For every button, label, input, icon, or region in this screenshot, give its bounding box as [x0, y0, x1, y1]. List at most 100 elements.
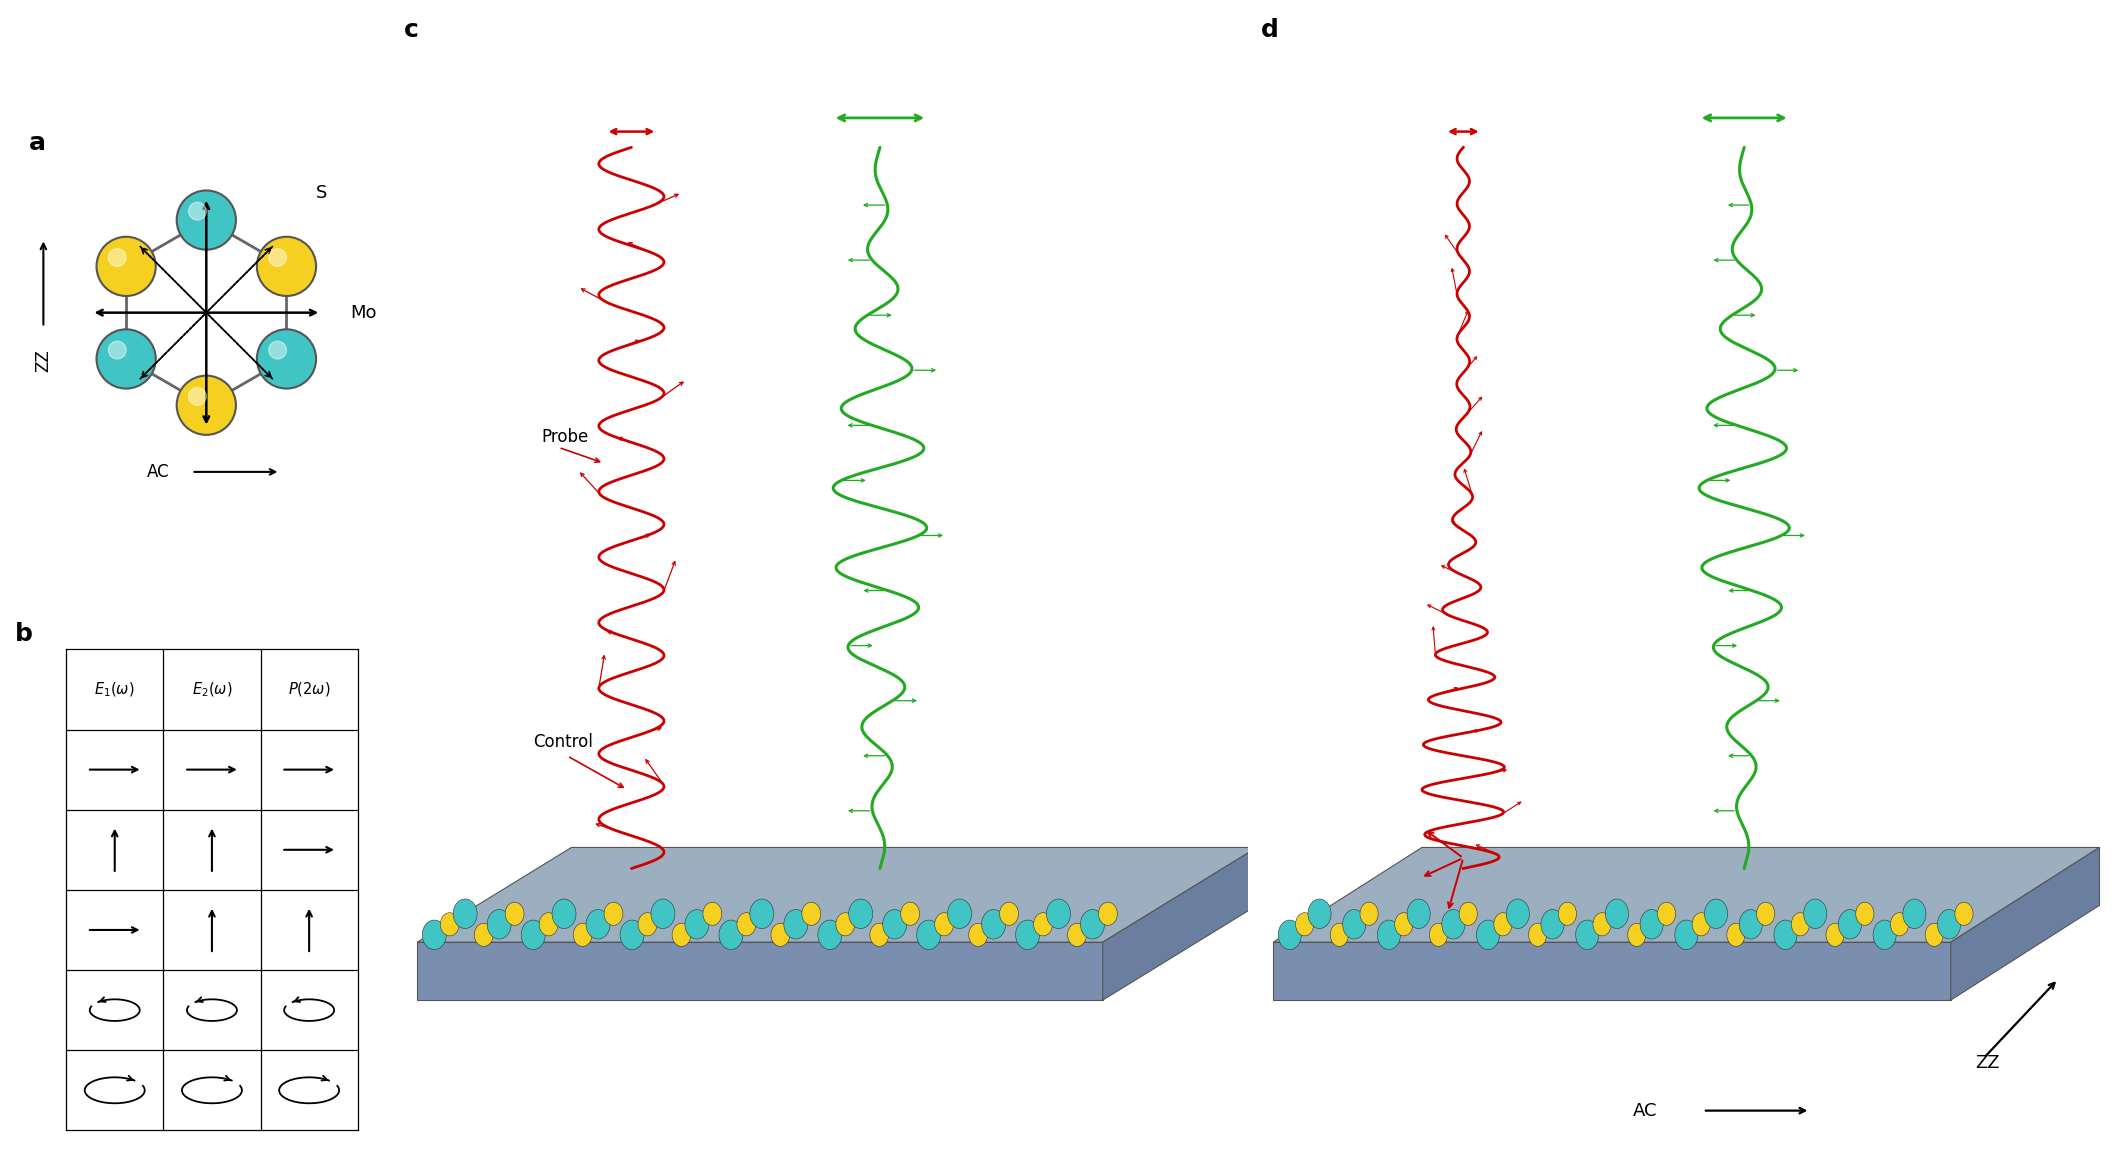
- Circle shape: [1606, 899, 1629, 929]
- Text: c: c: [404, 17, 419, 42]
- Text: AC: AC: [146, 463, 169, 481]
- Circle shape: [1926, 923, 1942, 946]
- Circle shape: [176, 375, 235, 435]
- Circle shape: [620, 921, 643, 950]
- Circle shape: [603, 902, 622, 925]
- Circle shape: [1627, 923, 1646, 946]
- Text: Mo: Mo: [351, 303, 377, 322]
- Circle shape: [901, 902, 920, 925]
- Circle shape: [1407, 899, 1430, 929]
- Circle shape: [749, 899, 774, 929]
- Text: Probe: Probe: [542, 428, 588, 446]
- Polygon shape: [417, 943, 1102, 1001]
- Circle shape: [1477, 921, 1500, 950]
- Circle shape: [1739, 909, 1763, 939]
- Circle shape: [719, 921, 743, 950]
- Circle shape: [506, 902, 525, 925]
- Circle shape: [982, 909, 1005, 939]
- Polygon shape: [1951, 848, 2099, 1001]
- Circle shape: [487, 909, 512, 939]
- Circle shape: [1792, 913, 1809, 936]
- Circle shape: [882, 909, 906, 939]
- Circle shape: [521, 921, 546, 950]
- Circle shape: [540, 913, 559, 936]
- Circle shape: [1773, 921, 1796, 950]
- Circle shape: [1955, 902, 1972, 925]
- Circle shape: [453, 899, 478, 929]
- Circle shape: [474, 923, 493, 946]
- Circle shape: [1938, 909, 1962, 939]
- Circle shape: [819, 921, 842, 950]
- Circle shape: [736, 913, 755, 936]
- Circle shape: [423, 921, 446, 950]
- Circle shape: [1331, 923, 1348, 946]
- Circle shape: [1640, 909, 1663, 939]
- Circle shape: [188, 203, 207, 220]
- Circle shape: [1344, 909, 1365, 939]
- Circle shape: [783, 909, 808, 939]
- Text: $E_2(\omega)$: $E_2(\omega)$: [193, 680, 233, 698]
- Polygon shape: [417, 848, 1257, 943]
- Circle shape: [770, 923, 789, 946]
- Text: a: a: [30, 131, 47, 155]
- Circle shape: [1441, 909, 1464, 939]
- Circle shape: [1839, 909, 1862, 939]
- Circle shape: [108, 249, 127, 266]
- Text: AC: AC: [1634, 1101, 1657, 1120]
- Circle shape: [1657, 902, 1676, 925]
- Circle shape: [1826, 923, 1845, 946]
- Circle shape: [999, 902, 1018, 925]
- Text: ZZ: ZZ: [34, 350, 53, 373]
- Circle shape: [673, 923, 692, 946]
- Circle shape: [1494, 913, 1513, 936]
- Circle shape: [1098, 902, 1117, 925]
- Circle shape: [573, 923, 592, 946]
- Circle shape: [1557, 902, 1576, 925]
- Circle shape: [1361, 902, 1378, 925]
- Circle shape: [1430, 923, 1447, 946]
- Circle shape: [1033, 913, 1052, 936]
- Circle shape: [97, 236, 157, 296]
- Circle shape: [870, 923, 889, 946]
- Circle shape: [176, 190, 235, 250]
- Circle shape: [269, 342, 286, 359]
- Circle shape: [1528, 923, 1547, 946]
- Circle shape: [440, 913, 459, 936]
- Circle shape: [1378, 921, 1401, 950]
- Text: d: d: [1261, 17, 1278, 42]
- Circle shape: [1540, 909, 1564, 939]
- Circle shape: [1902, 899, 1926, 929]
- Circle shape: [1576, 921, 1600, 950]
- Circle shape: [1856, 902, 1875, 925]
- Circle shape: [686, 909, 709, 939]
- Circle shape: [1705, 899, 1727, 929]
- Text: ZZ: ZZ: [1976, 1054, 2000, 1072]
- Text: b: b: [15, 622, 34, 646]
- Circle shape: [1593, 913, 1610, 936]
- Text: Control: Control: [533, 733, 592, 752]
- Circle shape: [836, 913, 855, 936]
- Circle shape: [652, 899, 675, 929]
- Circle shape: [1756, 902, 1775, 925]
- Circle shape: [1308, 899, 1331, 929]
- Circle shape: [552, 899, 576, 929]
- Circle shape: [586, 909, 609, 939]
- Circle shape: [948, 899, 971, 929]
- Circle shape: [188, 388, 207, 405]
- Polygon shape: [1274, 848, 2099, 943]
- Circle shape: [1674, 921, 1697, 950]
- Circle shape: [1693, 913, 1710, 936]
- Text: $E_1(\omega)$: $E_1(\omega)$: [95, 680, 135, 698]
- Circle shape: [916, 921, 942, 950]
- Circle shape: [1394, 913, 1413, 936]
- Circle shape: [639, 913, 656, 936]
- Circle shape: [269, 249, 286, 266]
- Circle shape: [802, 902, 821, 925]
- Circle shape: [1727, 923, 1746, 946]
- Circle shape: [1069, 923, 1086, 946]
- Circle shape: [1507, 899, 1530, 929]
- Polygon shape: [1274, 943, 1951, 1001]
- Circle shape: [1295, 913, 1314, 936]
- Circle shape: [1047, 899, 1071, 929]
- Circle shape: [256, 329, 315, 389]
